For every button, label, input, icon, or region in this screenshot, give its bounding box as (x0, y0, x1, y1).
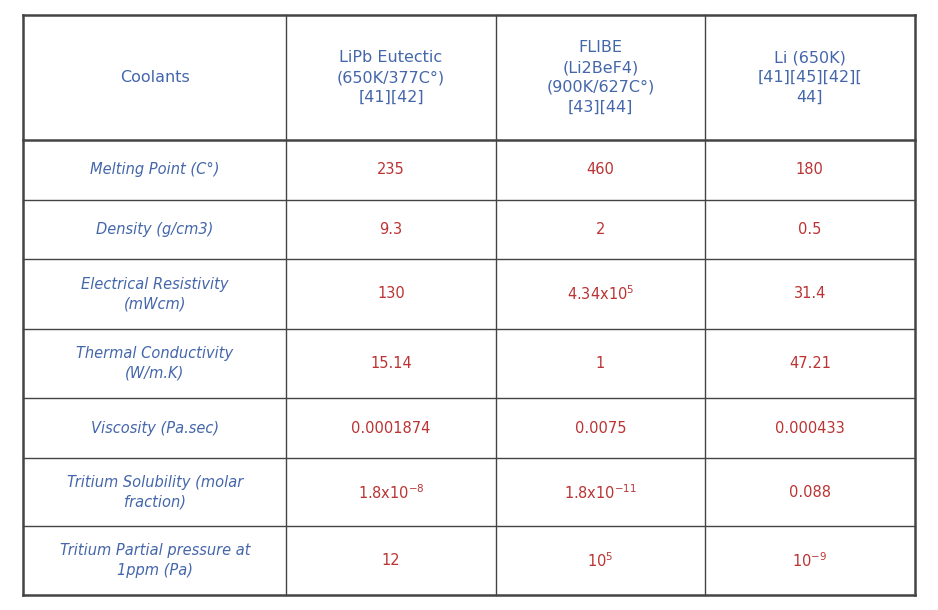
Text: 12: 12 (382, 553, 401, 568)
Text: 0.088: 0.088 (789, 485, 831, 500)
Text: Tritium Solubility (molar
fraction): Tritium Solubility (molar fraction) (67, 475, 243, 509)
Text: 130: 130 (377, 287, 405, 301)
Text: Electrical Resistivity
(mWcm): Electrical Resistivity (mWcm) (82, 276, 229, 311)
Text: 47.21: 47.21 (789, 356, 831, 371)
Text: 15.14: 15.14 (371, 356, 412, 371)
Text: 235: 235 (377, 162, 405, 177)
Text: 0.000433: 0.000433 (775, 421, 845, 436)
Text: 10$^{5}$: 10$^{5}$ (587, 551, 613, 570)
Text: Tritium Partial pressure at
1ppm (Pa): Tritium Partial pressure at 1ppm (Pa) (60, 543, 250, 578)
Text: 2: 2 (596, 222, 605, 237)
Text: Coolants: Coolants (120, 70, 189, 85)
Text: FLIBE
(Li2BeF4)
(900K/627C°)
[43][44]: FLIBE (Li2BeF4) (900K/627C°) [43][44] (546, 40, 655, 115)
Text: 1.8x10$^{-8}$: 1.8x10$^{-8}$ (357, 483, 424, 501)
Text: Li (650K)
[41][45][42][
44]: Li (650K) [41][45][42][ 44] (758, 50, 862, 105)
Text: 460: 460 (586, 162, 614, 177)
Text: 1: 1 (596, 356, 605, 371)
Text: 1.8x10$^{-11}$: 1.8x10$^{-11}$ (564, 483, 637, 501)
Text: Thermal Conductivity
(W/m.K): Thermal Conductivity (W/m.K) (76, 346, 234, 381)
Text: 10$^{-9}$: 10$^{-9}$ (793, 551, 827, 570)
Text: 0.0075: 0.0075 (575, 421, 627, 436)
Text: 0.5: 0.5 (798, 222, 822, 237)
Text: 4.34x10$^{5}$: 4.34x10$^{5}$ (567, 285, 634, 303)
Text: Density (g/cm3): Density (g/cm3) (97, 222, 214, 237)
Text: 180: 180 (796, 162, 824, 177)
Text: LiPb Eutectic
(650K/377C°)
[41][42]: LiPb Eutectic (650K/377C°) [41][42] (337, 50, 446, 105)
Text: 9.3: 9.3 (380, 222, 402, 237)
Text: 31.4: 31.4 (794, 287, 826, 301)
Text: 0.0001874: 0.0001874 (352, 421, 431, 436)
Text: Viscosity (Pa.sec): Viscosity (Pa.sec) (91, 421, 219, 436)
Text: Melting Point (C°): Melting Point (C°) (90, 162, 219, 177)
